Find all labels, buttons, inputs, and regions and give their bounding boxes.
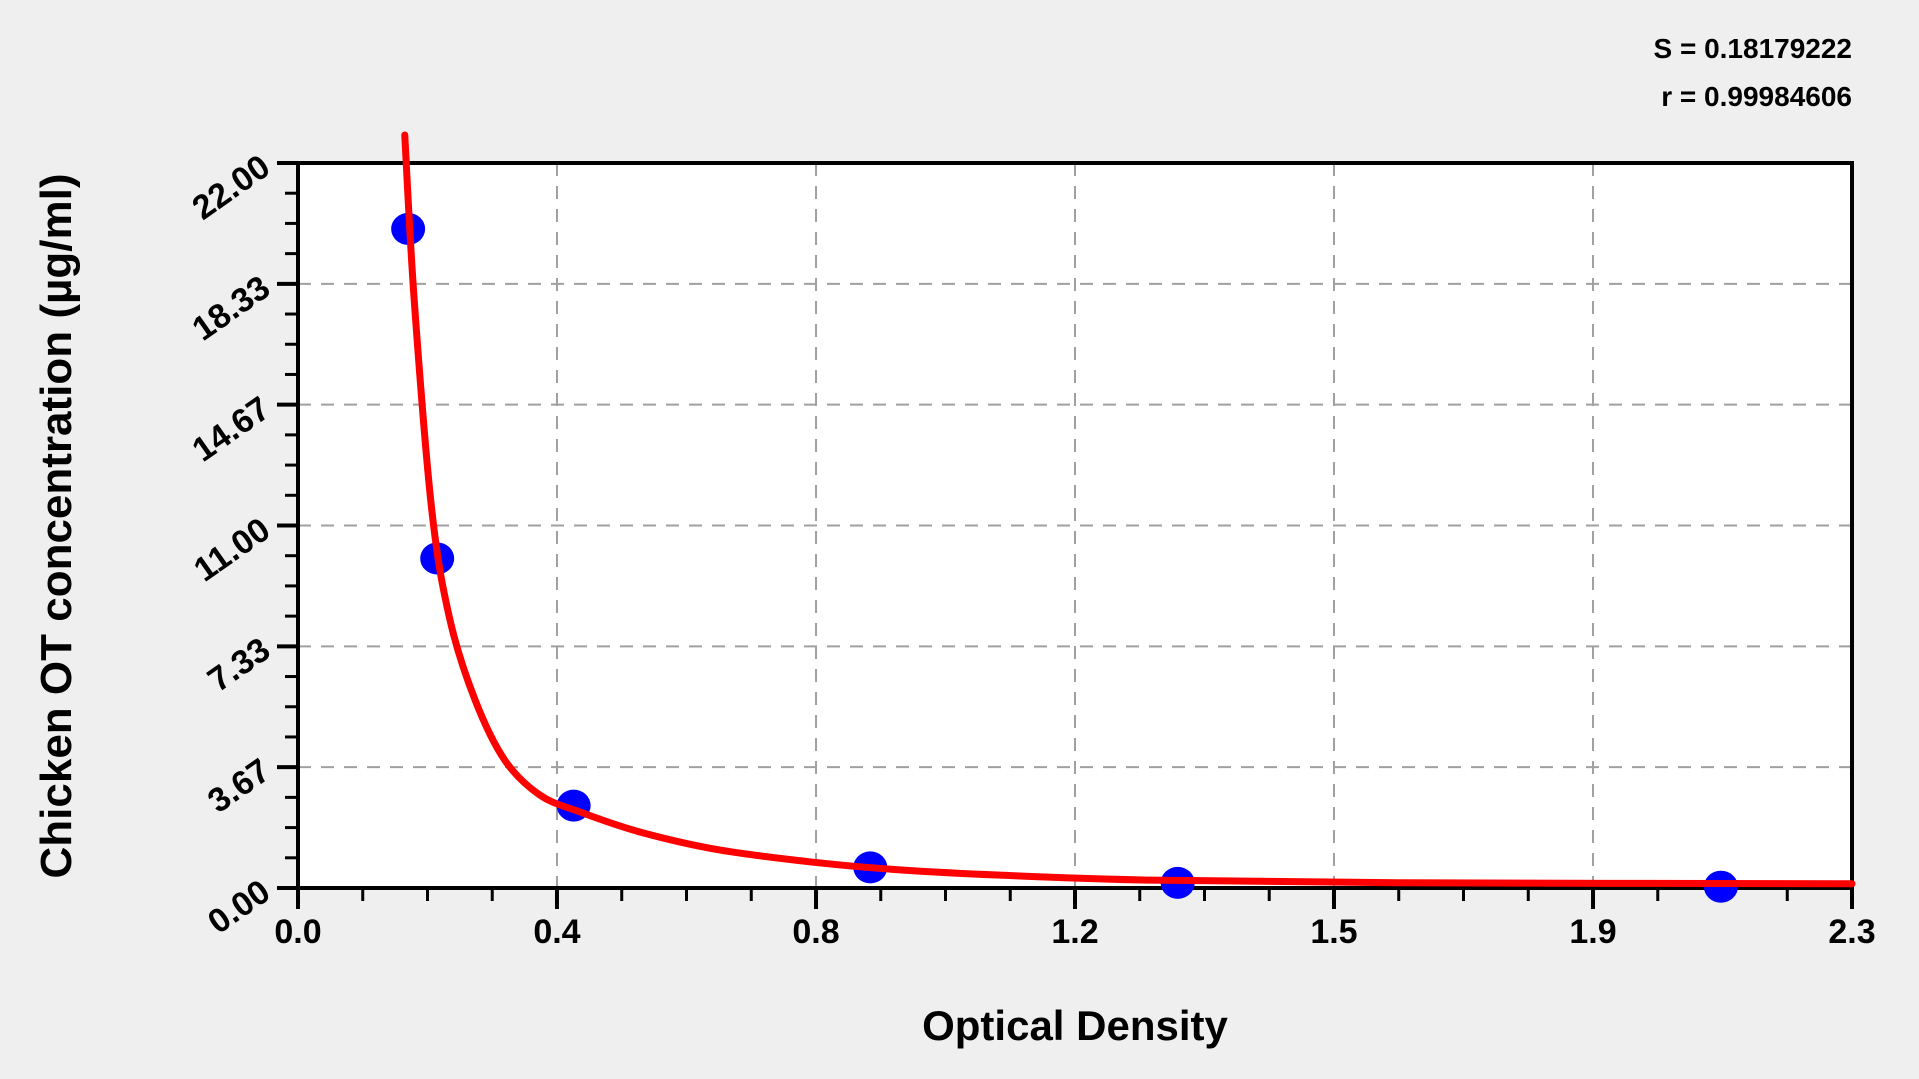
y-axis-title: Chicken OT concentration (µg/ml) <box>32 173 81 879</box>
stat-r-value: r = 0.99984606 <box>1661 81 1852 112</box>
x-tick-label: 2.3 <box>1828 913 1876 951</box>
x-tick-label: 0.8 <box>792 913 840 951</box>
stat-s-value: S = 0.18179222 <box>1653 33 1852 64</box>
x-axis-title: Optical Density <box>922 1002 1228 1049</box>
x-tick-label: 0.4 <box>533 913 581 951</box>
x-tick-label: 1.9 <box>1569 913 1617 951</box>
x-tick-label: 0.0 <box>274 913 322 951</box>
x-tick-label: 1.2 <box>1051 913 1099 951</box>
x-tick-label: 1.5 <box>1310 913 1358 951</box>
fit-curve <box>401 131 1856 888</box>
